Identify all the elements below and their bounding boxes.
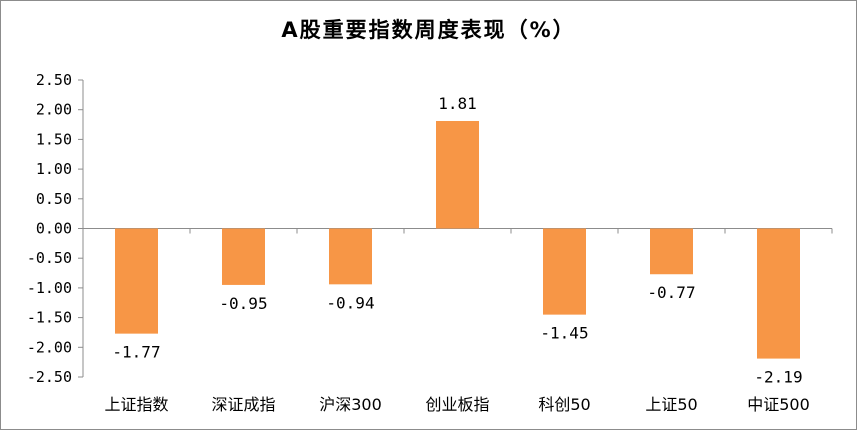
y-tick-label: -2.00 (27, 338, 72, 356)
bar (115, 228, 158, 334)
x-tick-label: 科创50 (538, 395, 590, 414)
y-tick-label: 1.50 (36, 130, 72, 148)
y-tick-label: -0.50 (27, 249, 72, 267)
y-tick-label: -2.50 (27, 368, 72, 386)
bar (329, 228, 372, 285)
bar (436, 120, 479, 229)
y-tick-label: 0.50 (36, 190, 72, 208)
data-label: -2.19 (754, 368, 802, 387)
data-label: -0.95 (219, 294, 267, 313)
y-tick-label: -1.50 (27, 309, 72, 327)
y-tick-label: 0.00 (36, 220, 72, 238)
data-label: -1.77 (112, 343, 160, 362)
x-tick-label: 创业板指 (425, 395, 489, 414)
data-label: -0.94 (326, 293, 374, 312)
y-tick-label: 2.00 (36, 101, 72, 119)
y-tick-label: -1.00 (27, 279, 72, 297)
data-label: -0.77 (647, 283, 695, 302)
bar (650, 228, 693, 275)
x-tick-label: 沪深300 (319, 395, 382, 414)
x-tick-label: 中证500 (747, 395, 810, 414)
x-tick-label: 上证指数 (104, 395, 168, 414)
bar (222, 228, 265, 285)
y-tick-label: 1.00 (36, 160, 72, 178)
x-tick-label: 上证50 (645, 395, 697, 414)
data-label: -1.45 (540, 324, 588, 343)
y-tick-label: 2.50 (36, 71, 72, 89)
x-tick-label: 深证成指 (211, 395, 275, 414)
chart-title: A股重要指数周度表现（%） (281, 18, 576, 42)
bar (543, 228, 586, 315)
data-label: 1.81 (438, 94, 477, 113)
bar (757, 228, 800, 359)
